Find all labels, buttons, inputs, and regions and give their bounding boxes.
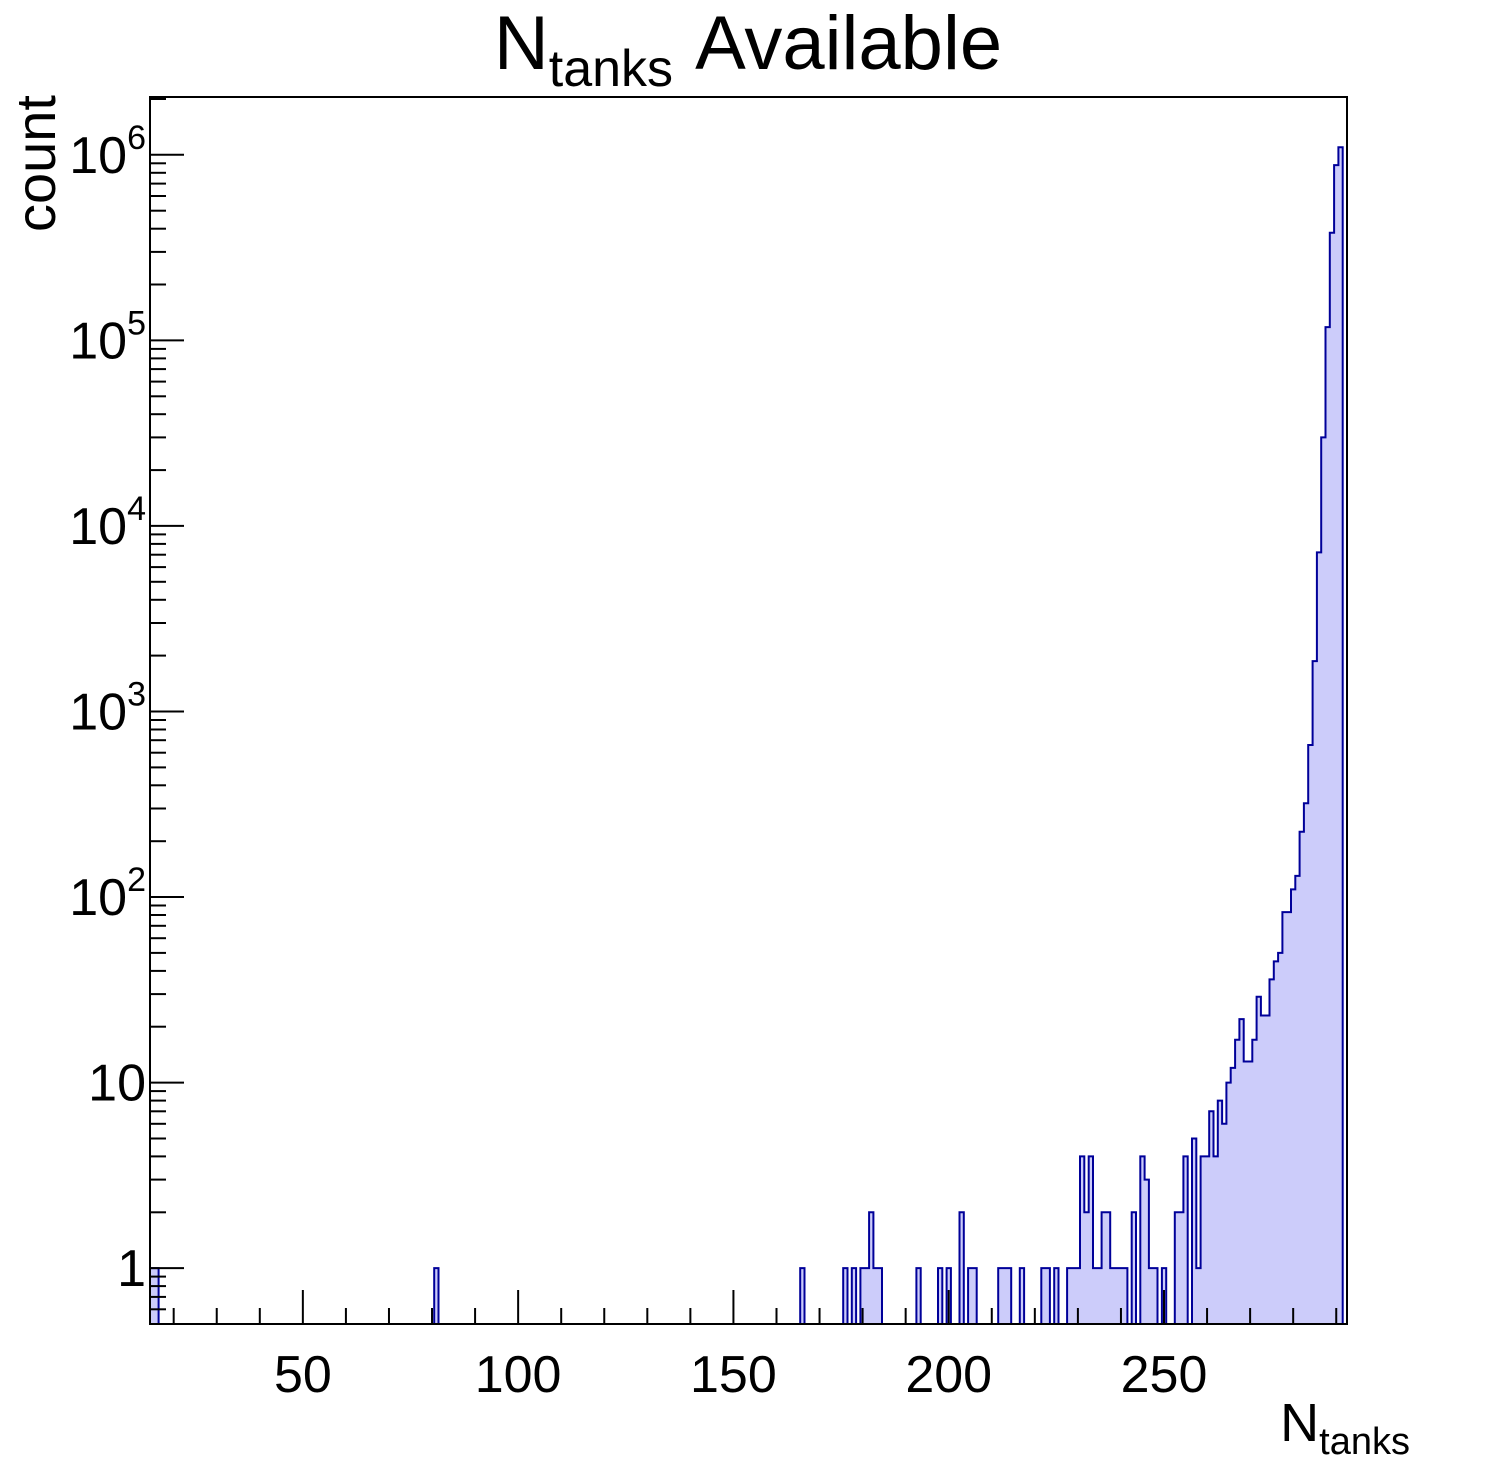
y-tick-label: 10 [88, 1055, 146, 1113]
x-axis-label-subscript: tanks [1319, 1421, 1410, 1463]
chart-title-subscript: tanks [548, 40, 674, 98]
plot-frame [149, 96, 1348, 1325]
x-axis-label-main: N [1280, 1393, 1320, 1453]
y-tick-label: 106 [69, 119, 146, 185]
y-tick-labels: 1 10 102 103 104 105 106 [69, 119, 146, 1298]
y-axis-ticks [150, 98, 184, 1325]
chart-title-suffix: Available [695, 1, 1003, 86]
x-axis-ticks [172, 1290, 1338, 1324]
y-tick-label: 102 [69, 861, 146, 927]
y-tick-label: 103 [69, 676, 146, 742]
x-tick-label: 50 [274, 1346, 332, 1404]
chart-title-main: N [493, 1, 549, 86]
x-tick-label: 200 [905, 1346, 992, 1404]
x-tick-labels: 50 100 150 200 250 [274, 1346, 1207, 1404]
x-tick-label: 250 [1121, 1346, 1208, 1404]
x-tick-label: 100 [475, 1346, 562, 1404]
y-tick-label: 1 [117, 1240, 146, 1298]
x-axis-label: Ntanks [1200, 1396, 1410, 1461]
x-tick-label: 150 [690, 1346, 777, 1404]
y-tick-label: 104 [69, 490, 146, 556]
histogram-bars [149, 146, 1347, 1325]
y-tick-label: 105 [69, 304, 146, 370]
chart-title: Ntanks Available [0, 6, 1496, 98]
y-axis-label: count [4, 95, 67, 232]
